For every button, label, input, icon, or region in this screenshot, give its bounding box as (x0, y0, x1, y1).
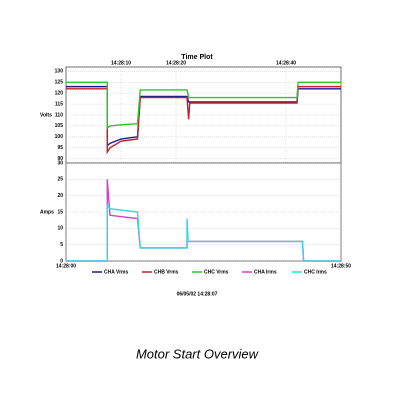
y-tick-label: 5 (60, 242, 63, 248)
y-tick-label: 95 (57, 145, 63, 151)
series-line (66, 203, 341, 262)
x-tick-label: 14:28:20 (166, 60, 186, 66)
y-tick-label: 0 (60, 258, 63, 264)
y-tick-label: 90 (57, 156, 63, 162)
y-tick-label: 115 (55, 101, 63, 107)
y-tick-label: 10 (57, 226, 63, 232)
timestamp: 06/05/02 14:28:07 (177, 291, 218, 297)
legend-label: CHA Vrms (104, 269, 128, 275)
y-tick-label: 125 (55, 80, 64, 86)
y-tick-label: 15 (57, 209, 63, 215)
plot-area (65, 162, 342, 262)
series-line (66, 81, 341, 130)
x-tick-label: 14:28:50 (331, 263, 351, 269)
x-tick-label: 14:28:00 (56, 263, 76, 269)
y-tick-label: 120 (55, 91, 64, 97)
x-tick-label: 14:28:10 (111, 60, 131, 66)
y-tick-label: 30 (57, 160, 63, 166)
y-tick-label: 25 (57, 177, 63, 183)
x-tick-label: 14:28:40 (276, 60, 296, 66)
y-axis-label: Volts (40, 112, 52, 118)
y-axis-label: Amps (40, 209, 54, 215)
y-tick-label: 20 (57, 193, 63, 199)
chart-title: Time Plot (181, 54, 213, 61)
legend-label: CHA Irms (254, 269, 277, 275)
caption: Motor Start Overview (136, 346, 260, 361)
legend-label: CHC Irms (304, 269, 327, 275)
y-tick-label: 110 (55, 112, 63, 118)
y-tick-label: 100 (55, 134, 64, 140)
y-tick-label: 130 (55, 69, 64, 75)
y-tick-label: 105 (55, 123, 64, 129)
legend-label: CHC Vrms (204, 269, 229, 275)
legend-label: CHB Vrms (154, 269, 179, 275)
